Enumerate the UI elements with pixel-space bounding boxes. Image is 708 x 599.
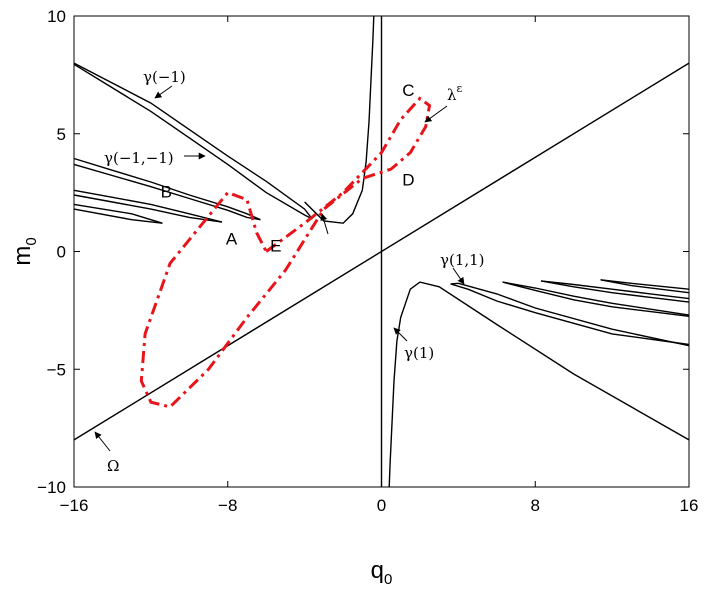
y-axis-label-sub: 0 [23,237,40,245]
series-branch-lower-near-axis [388,281,690,488]
x-axis-label-main: q [371,557,384,584]
point-label-B: B [161,182,172,201]
series-layer [73,15,690,488]
y-tick-label: 0 [57,243,66,262]
series-spur-r4-lower [540,280,690,303]
point-label-D: D [402,171,414,190]
y-tick-label: 10 [47,7,66,26]
annotation-lambda: λ [447,86,457,104]
series-gamma-minus1-minus1-lower [73,163,261,221]
y-tick-label: 5 [57,125,66,144]
annotation-gamma-1-1: γ(1,1) [440,251,485,269]
annotation-layer: γ(−1) γ(−1,−1) γ(1,1) γ(1) λε Ω [94,68,485,475]
x-axis-label: q0 [371,557,393,588]
point-label-E: E [270,237,281,256]
y-tick-label: −5 [47,360,66,379]
x-axis-label-sub: 0 [384,571,392,588]
annotation-lambda-sup: ε [457,82,463,95]
x-tick-label: −16 [60,496,89,515]
x-tick-label: 8 [531,496,540,515]
arrow-point-E [320,213,329,235]
arrow-gamma-1 [393,327,408,342]
y-axis-label: m0 [9,237,40,265]
series-spur-r3-lower [502,281,690,317]
series-spur-3-lower [73,194,223,223]
plot-frame [73,15,690,488]
annotation-gamma-1: γ(1) [404,344,434,362]
point-label-layer: A B C D E [161,81,415,255]
series-gamma-minus1-minus1-upper [73,157,261,221]
series-spur-r5-lower [600,279,690,294]
series-spur-r3-upper [502,281,690,316]
y-axis-label-main: m [9,246,36,266]
series-lambda-epsilon [139,96,432,409]
series-gamma-1-1-lower [450,283,690,346]
annotation-omega: Ω [107,457,119,475]
arrow-lambda-eps [424,105,448,123]
arrow-omega [94,431,111,452]
annotation-lambda-eps: λε [447,82,463,104]
series-gamma-minus1-lower [73,63,313,220]
series-spur-3-upper [73,189,223,223]
series-spur-4-lower [73,208,163,224]
point-label-A: A [226,229,238,248]
x-tick-label: 16 [680,496,699,515]
series-gamma-minus1-upper [73,62,313,220]
tick-layer: −16 −8 0 8 16 −10 −5 0 5 10 [37,7,698,515]
arrow-gamma-1-1 [452,267,465,285]
series-branch-upper-near-axis [304,15,375,224]
series-gamma-1-1-upper [450,282,690,347]
series-spur-r5-upper [600,279,690,290]
series-spur-4-upper [73,203,163,224]
arrow-gamma-minus1 [154,85,173,99]
annotation-gamma-minus1-minus1: γ(−1,−1) [104,149,174,167]
series-spur-r4-upper [540,280,690,300]
point-label-C: C [402,81,414,100]
x-tick-label: −8 [218,496,237,515]
x-tick-label: 0 [377,496,386,515]
annotation-gamma-minus1: γ(−1) [143,68,186,86]
y-tick-label: −10 [37,478,66,497]
